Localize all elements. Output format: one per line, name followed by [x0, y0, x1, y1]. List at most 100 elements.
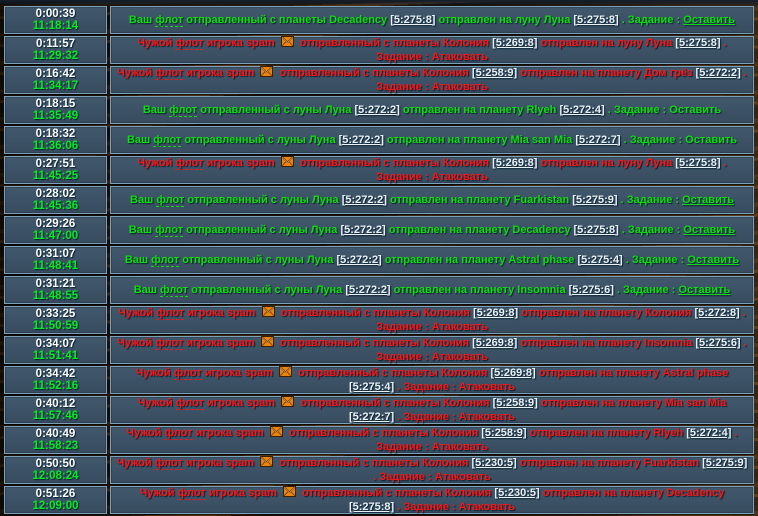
coordinates-link[interactable]: [5:272:2]	[340, 223, 386, 236]
event-timer-cell: 0:31:07 11:48:41	[4, 246, 107, 274]
event-timer-cell: 0:18:32 11:36:06	[4, 126, 107, 154]
coordinates-link[interactable]: [5:258:9]	[492, 397, 538, 409]
coordinates-link[interactable]: [5:275:8]	[573, 223, 619, 236]
event-text: отправлен на планету Mia san Mia	[383, 133, 576, 146]
event-text: Чужой	[118, 307, 157, 319]
coordinates-link[interactable]: [5:272:2]	[338, 133, 384, 146]
mission-link[interactable]: Оставить	[678, 283, 731, 296]
event-arrival-time: 11:47:00	[32, 230, 79, 242]
event-text: отправлен на планету Decadency	[539, 487, 725, 499]
event-text: . Задание : Атаковать	[376, 427, 738, 453]
event-countdown: 0:11:57	[35, 38, 75, 50]
event-text: игрока spam	[203, 37, 278, 49]
event-timer-cell: 0:00:39 11:18:14	[4, 6, 107, 34]
coordinates-link[interactable]: [5:275:4]	[348, 381, 395, 393]
coordinates-link[interactable]: [5:272:2]	[336, 253, 382, 266]
mail-icon[interactable]	[282, 486, 296, 501]
fleet-event-row: 0:40:12 11:57:46 Чужой флот игрока spam …	[4, 396, 754, 424]
event-countdown: 0:18:15	[35, 98, 76, 110]
coordinates-link[interactable]: [5:272:2]	[345, 283, 391, 296]
event-description: Ваш флот отправленный с луны Луна [5:272…	[125, 193, 739, 207]
mail-icon[interactable]	[279, 366, 292, 381]
coordinates-link[interactable]: [5:272:7]	[575, 133, 621, 146]
coordinates-link[interactable]: [5:269:8]	[492, 37, 538, 49]
coordinates-link[interactable]: [5:275:9]	[572, 193, 618, 206]
event-timer-cell: 0:51:26 12:09:00	[4, 486, 107, 514]
coordinates-link[interactable]: [5:272:7]	[348, 411, 395, 423]
mission-link[interactable]: Оставить	[683, 223, 736, 236]
event-text: игрока spam	[203, 157, 278, 169]
coordinates-link[interactable]: [5:275:9]	[702, 457, 748, 469]
event-text: игрока spam	[184, 307, 259, 319]
event-text: Чужой	[137, 37, 176, 49]
fleet-event-row: 0:31:21 11:48:55 Ваш флот отправленный с…	[4, 276, 754, 304]
mission-link[interactable]: Оставить	[683, 13, 736, 26]
coordinates-link[interactable]: [5:275:8]	[390, 13, 436, 26]
event-description-cell: Чужой флот игрока spam отправленный с пл…	[110, 366, 754, 394]
mission-link[interactable]: Оставить	[687, 253, 740, 266]
event-text: игрока spam	[205, 487, 280, 499]
fleet-hint-text: флот	[177, 487, 206, 500]
event-text: отправленный с планеты Колония	[276, 67, 472, 79]
coordinates-link[interactable]: [5:275:8]	[573, 13, 619, 26]
coordinates-link[interactable]: [5:272:4]	[559, 103, 605, 116]
event-text: отправленный с луны Луна	[179, 253, 337, 266]
mail-icon[interactable]	[281, 396, 295, 411]
coordinates-link[interactable]: [5:272:2]	[341, 193, 387, 206]
fleet-hint-text: флот	[169, 103, 198, 117]
coordinates-link[interactable]: [5:272:4]	[686, 427, 732, 439]
event-timer-cell: 0:11:57 11:29:32	[4, 36, 107, 64]
event-description: Чужой флот игрока spam отправленный с пл…	[111, 306, 753, 334]
event-text: отправлен на планету Astral phase	[381, 253, 578, 266]
fleet-event-row: 0:18:32 11:36:06 Ваш флот отправленный с…	[4, 126, 754, 154]
event-countdown: 0:31:21	[35, 278, 76, 290]
fleet-event-row: 0:40:49 11:58:23 Чужой флот игрока spam …	[4, 426, 754, 454]
coordinates-link[interactable]: [5:275:6]	[568, 283, 614, 296]
event-countdown: 0:16:42	[35, 68, 76, 80]
coordinates-link[interactable]: [5:275:8]	[675, 37, 721, 49]
mail-icon[interactable]	[261, 306, 275, 321]
mail-icon[interactable]	[260, 66, 274, 81]
event-arrival-time: 11:48:55	[32, 290, 79, 302]
event-text: Чужой	[117, 337, 156, 349]
coordinates-link[interactable]: [5:275:8]	[348, 501, 395, 513]
coordinates-link[interactable]: [5:269:8]	[472, 337, 518, 349]
fleet-hint-text: флот	[155, 337, 184, 350]
coordinates-link[interactable]: [5:230:5]	[471, 457, 517, 469]
coordinates-link[interactable]: [5:269:8]	[490, 367, 536, 379]
mail-icon[interactable]	[280, 36, 294, 51]
event-text: игрока spam	[182, 457, 258, 469]
event-timer-cell: 0:33:25 11:50:59	[4, 306, 107, 334]
fleet-hint-text: флот	[156, 193, 185, 207]
mission-link[interactable]: Оставить	[682, 193, 734, 206]
event-description: Ваш флот отправленный с луны Луна [5:272…	[124, 223, 740, 237]
coordinates-link[interactable]: [5:275:6]	[695, 337, 741, 349]
event-timer-cell: 0:40:12 11:57:46	[4, 396, 107, 424]
fleet-hint-text: флот	[155, 223, 184, 237]
coordinates-link[interactable]: [5:272:2]	[695, 67, 741, 79]
event-countdown: 0:33:25	[35, 308, 76, 320]
mail-icon[interactable]	[280, 156, 294, 171]
event-text: . Задание : Атаковать	[394, 381, 516, 393]
coordinates-link[interactable]: [5:275:8]	[675, 157, 721, 169]
mail-icon[interactable]	[260, 456, 274, 471]
event-text: Чужой	[116, 457, 155, 469]
coordinates-link[interactable]: [5:258:9]	[481, 427, 527, 439]
coordinates-link[interactable]: [5:258:9]	[471, 67, 518, 79]
mail-icon[interactable]	[269, 426, 283, 441]
coordinates-link[interactable]: [5:269:8]	[492, 157, 538, 169]
event-text: . Задание : Атаковать	[394, 411, 516, 423]
event-text: . Задание : Оставить	[620, 133, 738, 146]
event-text: отправленный с планеты Колония	[296, 37, 493, 49]
coordinates-link[interactable]: [5:269:8]	[472, 307, 519, 319]
coordinates-link[interactable]: [5:272:2]	[354, 103, 400, 116]
fleet-hint-text: флот	[151, 253, 180, 267]
coordinates-link[interactable]: [5:272:8]	[694, 307, 740, 319]
event-text: . Задание :	[618, 223, 684, 236]
event-text: отправлен на луну Луна	[537, 157, 676, 169]
coordinates-link[interactable]: [5:230:5]	[494, 487, 540, 499]
event-timer-cell: 0:27:51 11:45:25	[4, 156, 107, 184]
coordinates-link[interactable]: [5:275:4]	[577, 253, 623, 266]
mail-icon[interactable]	[260, 336, 274, 351]
